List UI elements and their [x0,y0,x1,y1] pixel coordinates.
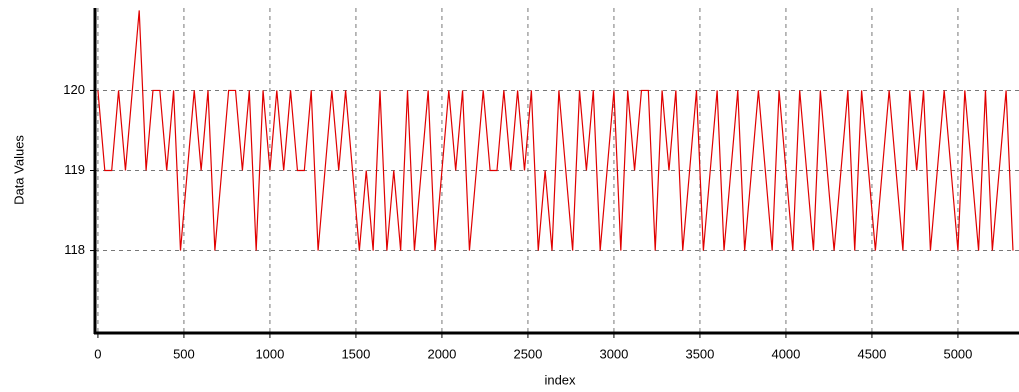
y-tick-label: 120 [63,82,85,97]
x-tick-label: 5000 [943,346,972,361]
x-tick-label: 4000 [771,346,800,361]
x-tick-label: 3500 [685,346,714,361]
x-tick-label: 4500 [857,346,886,361]
x-tick-label: 2000 [427,346,456,361]
x-axis-label: index [544,372,576,387]
x-tick-label: 500 [173,346,195,361]
x-tick-label: 1000 [255,346,284,361]
x-tick-label: 3000 [599,346,628,361]
y-axis-label: Data Values [11,135,26,205]
x-tick-label: 0 [94,346,101,361]
x-tick-label: 2500 [513,346,542,361]
data-line [97,10,1014,251]
y-tick-label: 119 [64,162,85,177]
x-tick-label: 1500 [341,346,370,361]
y-tick-label: 118 [64,242,85,257]
